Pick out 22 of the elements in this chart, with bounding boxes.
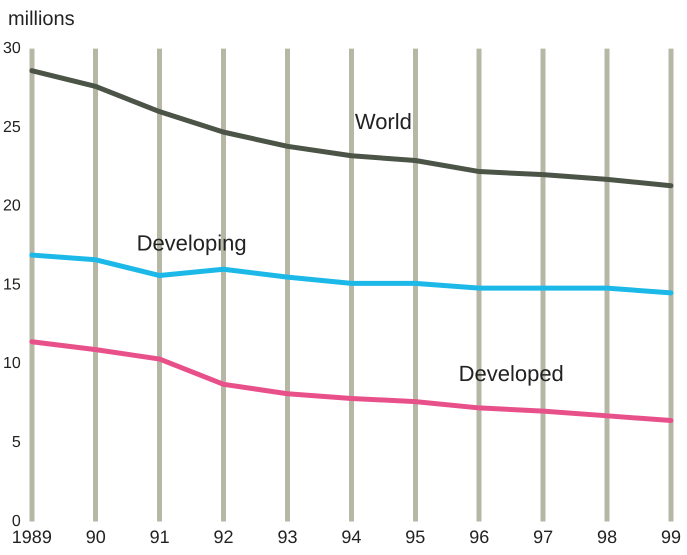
y-tick-label: 0	[12, 512, 21, 530]
x-tick-label: 1989	[12, 527, 52, 548]
series-label: Developed	[458, 360, 564, 386]
y-tick-label: 10	[3, 355, 21, 372]
y-axis-title: millions	[8, 8, 75, 31]
x-tick-label: 96	[469, 527, 490, 548]
series-label: World	[354, 108, 412, 134]
x-tick-label: 92	[214, 527, 234, 548]
x-tick-label: 97	[533, 527, 554, 548]
x-tick-label: 93	[277, 527, 298, 548]
x-tick-label: 90	[86, 527, 106, 548]
y-tick-label: 20	[3, 198, 21, 215]
y-tick-label: 30	[3, 40, 21, 58]
x-tick-label: 99	[660, 527, 682, 548]
y-tick-label: 15	[3, 276, 21, 294]
x-tick-label: 94	[341, 527, 362, 548]
series-label: Developing	[136, 230, 247, 256]
x-tick-label: 91	[150, 527, 170, 548]
x-tick-label: 95	[405, 527, 426, 548]
x-tick-label: 98	[597, 527, 618, 548]
y-tick-label: 5	[12, 434, 21, 452]
y-tick-label: 25	[3, 118, 21, 136]
